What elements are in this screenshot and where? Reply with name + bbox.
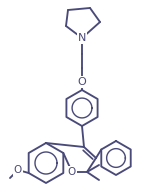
Text: O: O xyxy=(78,77,86,87)
Text: O: O xyxy=(68,167,76,177)
Text: N: N xyxy=(78,33,86,43)
Text: O: O xyxy=(14,165,22,175)
